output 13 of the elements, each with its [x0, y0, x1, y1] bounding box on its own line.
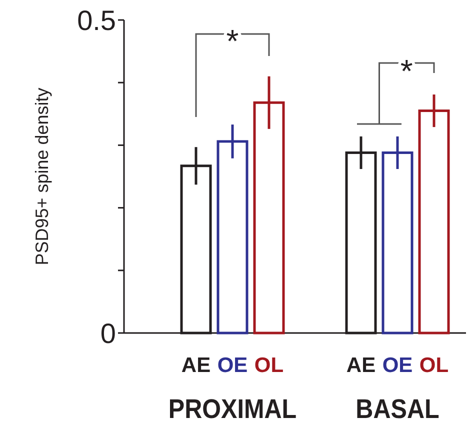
series-label: AE — [181, 354, 211, 377]
x-tick-label: PROXIMAL — [168, 394, 297, 424]
series-label: OE — [217, 354, 248, 377]
text: AE — [346, 354, 376, 377]
y-axis-title: PSD95+ spine density — [32, 88, 52, 266]
y-tick-label: 0.5 — [77, 4, 116, 36]
y-tick-label: 0 — [100, 318, 116, 349]
text: OE — [382, 354, 413, 377]
series-label: OL — [254, 354, 284, 377]
text: OL — [419, 354, 449, 377]
annotation: * — [226, 23, 239, 59]
annotation: * — [400, 53, 413, 89]
x-tick-label: BASAL — [356, 394, 440, 424]
